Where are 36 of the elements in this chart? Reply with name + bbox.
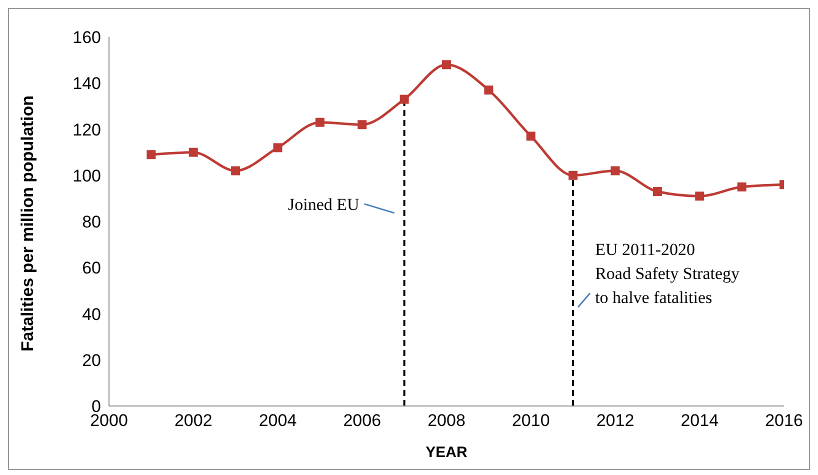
point [484, 86, 494, 95]
y-tick-label: 60 [82, 258, 101, 278]
point [231, 166, 240, 176]
point [568, 170, 578, 180]
point [652, 187, 662, 196]
point [315, 118, 324, 127]
x-tick-label: 2008 [428, 411, 466, 430]
x-axis-title: YEAR [426, 444, 468, 461]
x-tick-label: 2000 [90, 411, 128, 430]
point [442, 60, 451, 70]
x-tick-label: 2012 [596, 411, 634, 430]
y-tick-label: 20 [82, 350, 101, 370]
x-tick-label: 2016 [765, 411, 803, 430]
x-tick-label: 2002 [174, 411, 212, 430]
y-tick-label: 120 [72, 120, 101, 140]
y-tick-label: 160 [72, 28, 101, 48]
y-tick-label: 140 [72, 74, 101, 94]
annotation: EU 2011-2020 Road Safety Strategy to halve fatalities [595, 240, 740, 308]
y-tick-label: 40 [82, 304, 101, 324]
point [188, 148, 198, 157]
y-axis-title: Fatalities per million population [18, 96, 38, 352]
point [358, 120, 367, 130]
x-tick-label: 2014 [680, 411, 719, 430]
y-tick-label: 80 [82, 212, 101, 232]
x-tick-label: 2006 [343, 411, 382, 430]
y-tick-label: 100 [72, 166, 101, 186]
point [273, 143, 282, 152]
point [146, 150, 156, 160]
point [526, 132, 536, 141]
point [737, 182, 746, 192]
x-tick-label: 2010 [512, 411, 550, 430]
x-tick-label: 2004 [258, 411, 297, 430]
annotation: Joined EU [288, 194, 360, 214]
point [610, 166, 620, 176]
point [695, 192, 704, 201]
point [400, 94, 409, 104]
